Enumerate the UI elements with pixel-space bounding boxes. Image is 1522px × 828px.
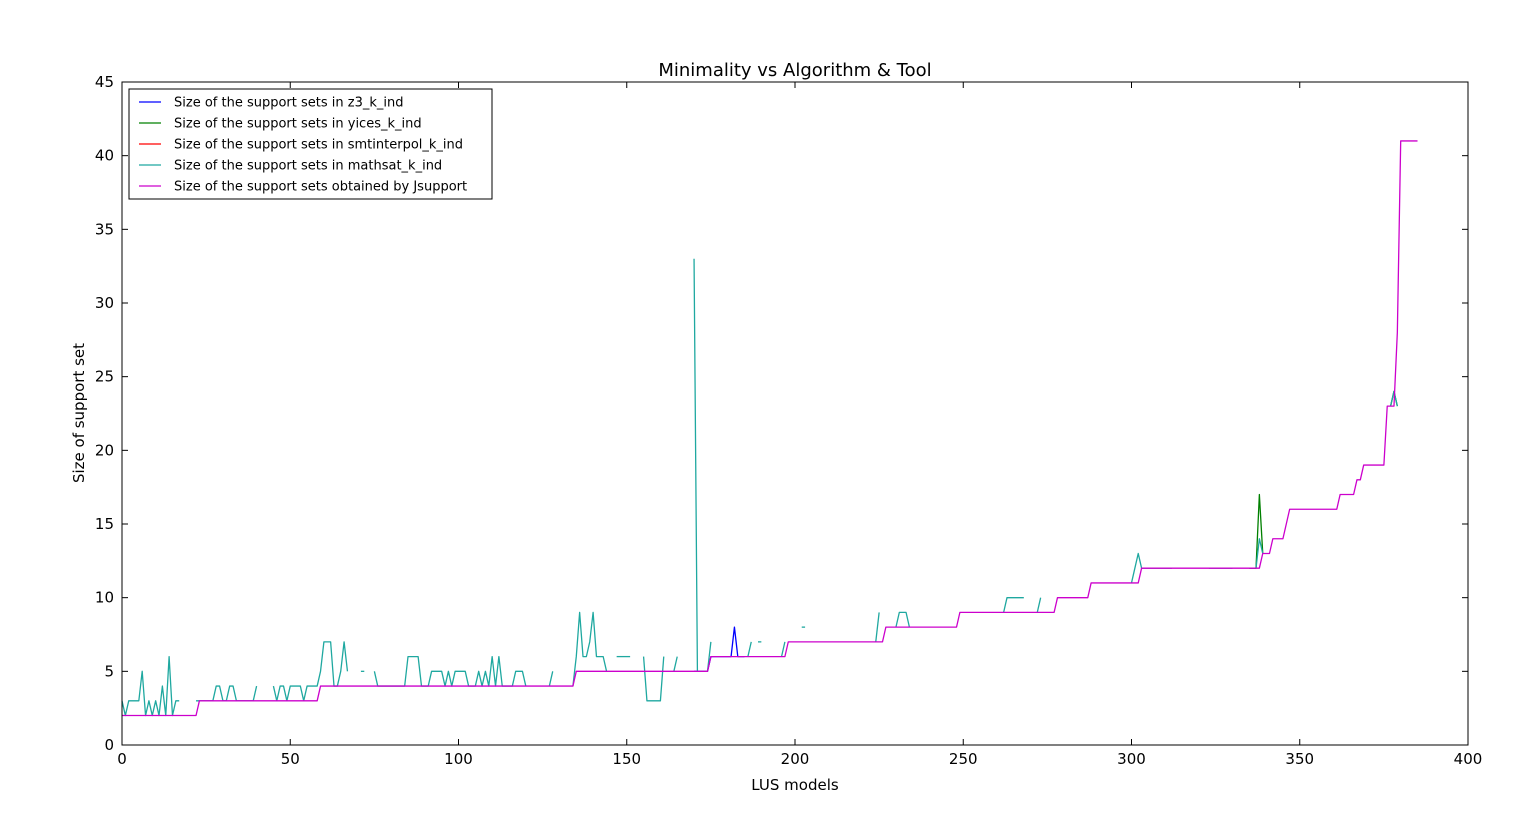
series-3-line-22 (1389, 390, 1398, 407)
legend-label-3: Size of the support sets in mathsat_k_in… (174, 159, 442, 174)
series-4 (122, 140, 1418, 717)
x-tick-label: 150 (612, 750, 641, 768)
series-layer (121, 140, 1418, 717)
legend-box (128, 88, 493, 200)
series-3-line-21 (1255, 538, 1264, 569)
series-3-line-15 (875, 612, 880, 642)
series-3-line-11 (747, 641, 752, 657)
x-tick-label: 100 (444, 750, 473, 768)
y-tick-label: 25 (95, 368, 114, 386)
y-tick-label: 35 (95, 220, 114, 238)
tick-layer: 0 50 100 150 200 250 300 350 400 0 5 10 15 20 25 30 35 40… (95, 73, 1482, 768)
x-tick-label: 200 (781, 750, 810, 768)
series-3-line-13 (780, 641, 786, 657)
series-3-line-18 (1036, 597, 1042, 613)
y-axis-label: Size of support set (70, 343, 88, 483)
x-tick-label: 250 (949, 750, 978, 768)
legend: Size of the support sets in z3_k_ind Size… (128, 88, 493, 200)
y-tick-label: 45 (95, 73, 114, 91)
series-3-line-8 (642, 656, 665, 702)
y-tick-label: 40 (95, 147, 114, 165)
y-tick-label: 10 (95, 589, 114, 607)
x-tick-label: 50 (281, 750, 300, 768)
series-4-line-0 (122, 140, 1418, 717)
series-3-line-5 (548, 671, 554, 687)
legend-label-2: Size of the support sets in smtinterpol_… (174, 138, 463, 153)
legend-label-0: Size of the support sets in z3_k_ind (174, 96, 403, 111)
x-axis-label: LUS models (751, 776, 839, 794)
y-tick-label: 20 (95, 441, 114, 459)
x-tick-label: 300 (1117, 750, 1146, 768)
plot-frame (121, 81, 1469, 746)
y-tick-label: 15 (95, 515, 114, 533)
x-tick-label: 0 (117, 750, 127, 768)
series-3-line-0 (121, 655, 180, 717)
series-3-line-9 (673, 656, 678, 672)
x-tick-label: 350 (1285, 750, 1314, 768)
series-3-line-17 (1002, 597, 1024, 613)
legend-label-1: Size of the support sets in yices_k_ind (174, 117, 422, 132)
series-3-line-6 (572, 611, 608, 687)
series-3-line-16 (895, 611, 911, 628)
x-tick-label: 400 (1454, 750, 1483, 768)
y-tick-label: 30 (95, 294, 114, 312)
chart-title: Minimality vs Algorithm & Tool (658, 60, 931, 81)
y-tick-label: 0 (104, 736, 114, 754)
y-tick-label: 5 (104, 662, 114, 680)
legend-label-4: Size of the support sets obtained by Jsu… (174, 180, 467, 195)
